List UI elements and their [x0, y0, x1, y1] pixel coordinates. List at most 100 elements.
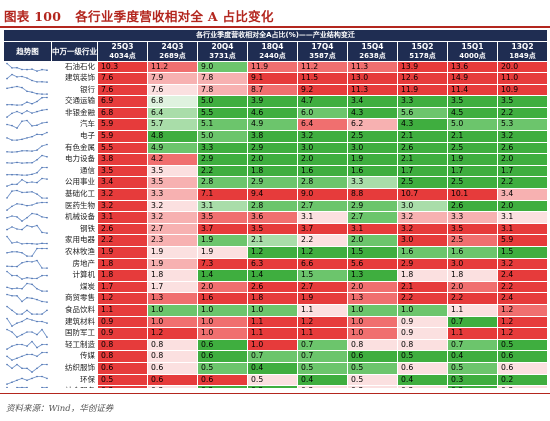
sparkline-point: [11, 73, 13, 76]
sparkline-point: [26, 217, 28, 219]
trend-sparkline: [3, 222, 52, 236]
value-cell: 1.2: [147, 327, 198, 340]
sparkline-point: [31, 260, 33, 263]
header-quarter: 15Q2 5178点: [397, 41, 448, 62]
value-cell: 2.3: [147, 234, 198, 247]
sparkline-point: [31, 377, 33, 379]
value-cell: 5.0: [197, 95, 248, 108]
sparkline-point: [6, 173, 8, 176]
value-cell: 7.6: [97, 83, 148, 97]
header-quarter: 24Q3 2689点: [147, 41, 198, 62]
value-cell: 3.0: [447, 257, 498, 271]
sparkline-point: [46, 321, 48, 324]
sparkline-point: [21, 252, 23, 254]
value-cell: 1.8: [97, 269, 148, 282]
sparkline-point: [31, 79, 33, 82]
trend-sparkline: [3, 350, 52, 363]
index-points: 4000点: [459, 51, 486, 60]
industry-name: 计算机: [51, 269, 98, 282]
value-cell: 2.0: [347, 280, 398, 294]
value-cell: 3.2: [496, 257, 547, 271]
value-cell: 1.6: [347, 164, 398, 178]
sparkline-point: [36, 287, 38, 290]
value-cell: 1.9: [97, 246, 148, 259]
value-cell: 13.6: [447, 60, 498, 74]
table-row: 银行 7.6 7.6 7.8 8.7 9.2 11.3 11.9 11.4 10.9: [3, 83, 547, 97]
sparkline-point: [41, 178, 43, 180]
industry-name: 纺织服饰: [51, 361, 98, 375]
trend-sparkline: [3, 199, 52, 213]
value-cell: 1.8: [97, 257, 148, 271]
quarter-label: 15Q4: [361, 42, 384, 51]
value-cell: 0.5: [97, 373, 148, 387]
table-row: 环保 0.5 0.6 0.6 0.5 0.4 0.5 0.4 0.3 0.2: [3, 373, 547, 387]
value-cell: 0.6: [147, 361, 198, 375]
sparkline-point: [36, 213, 38, 216]
value-cell: 3.1: [297, 211, 348, 224]
value-cell: 0.6: [347, 350, 398, 363]
sparkline-icon: [6, 96, 48, 107]
sparkline-point: [31, 181, 33, 184]
sparkline-point: [31, 173, 33, 175]
sparkline-point: [16, 313, 18, 315]
title-rule: [0, 26, 550, 28]
sparkline-point: [41, 68, 43, 70]
value-cell: 1.2: [297, 246, 348, 259]
industry-name: 社会服务: [51, 385, 98, 388]
value-cell: 1.2: [247, 246, 298, 259]
value-cell: 2.7: [147, 222, 198, 236]
value-cell: 3.2: [97, 188, 148, 201]
value-cell: 12.6: [397, 72, 448, 85]
sparkline-point: [6, 104, 8, 106]
value-cell: 1.0: [347, 315, 398, 329]
sparkline-point: [41, 301, 43, 303]
sparkline-line: [6, 120, 48, 130]
sparkline-point: [11, 225, 13, 228]
sparkline-point: [11, 112, 13, 114]
value-cell: 0.8: [147, 350, 198, 363]
sparkline-point: [36, 159, 38, 161]
value-cell: 5.9: [496, 234, 547, 247]
table-row: 房地产 1.8 1.9 7.3 6.3 6.6 5.6 2.9 3.0 3.2: [3, 257, 547, 271]
value-cell: 2.2: [496, 176, 547, 190]
sparkline-point: [6, 208, 8, 211]
sparkline-point: [21, 162, 23, 165]
industry-name: 基础化工: [51, 188, 98, 201]
value-cell: 1.0: [347, 327, 398, 340]
value-cell: 1.7: [447, 164, 498, 178]
sparkline-point: [31, 125, 33, 128]
sparkline-point: [11, 242, 13, 245]
value-cell: 3.4: [347, 95, 398, 108]
value-cell: 6.4: [297, 118, 348, 132]
industry-name: 食品饮料: [51, 303, 98, 317]
sparkline-icon: [6, 328, 48, 339]
sparkline-point: [46, 336, 48, 339]
industry-revenue-share-table: 各行业季度营收相对全A占比(%)——产业结构变迁 趋势图 中万一级行业 25Q3…: [3, 30, 547, 388]
sparkline-point: [21, 203, 23, 205]
value-cell: 2.5: [447, 176, 498, 190]
value-cell: 8.8: [347, 188, 398, 201]
sparkline-point: [16, 321, 18, 324]
sparkline-point: [31, 91, 33, 93]
value-cell: 2.5: [447, 234, 498, 247]
value-cell: 1.1: [297, 303, 348, 317]
value-cell: 1.0: [197, 303, 248, 317]
sparkline-point: [16, 343, 18, 346]
trend-sparkline: [3, 164, 52, 178]
trend-sparkline: [3, 385, 52, 388]
sparkline-point: [21, 138, 23, 141]
table-row: 非银金融 6.8 6.4 5.5 4.6 6.0 4.3 5.6 4.5 2.2: [3, 106, 547, 120]
value-cell: 3.9: [247, 95, 298, 108]
header-quarter: 20Q4 3731点: [197, 41, 248, 62]
sparkline-icon: [6, 363, 48, 373]
sparkline-point: [41, 328, 43, 331]
value-cell: 1.6: [447, 246, 498, 259]
sparkline-point: [16, 189, 18, 192]
value-cell: 6.0: [297, 106, 348, 120]
trend-sparkline: [3, 130, 52, 143]
sparkline-point: [21, 320, 23, 322]
value-cell: 3.2: [97, 199, 148, 213]
sparkline-point: [46, 197, 48, 199]
value-cell: 7.6: [97, 72, 148, 85]
value-cell: 13.0: [347, 72, 398, 85]
